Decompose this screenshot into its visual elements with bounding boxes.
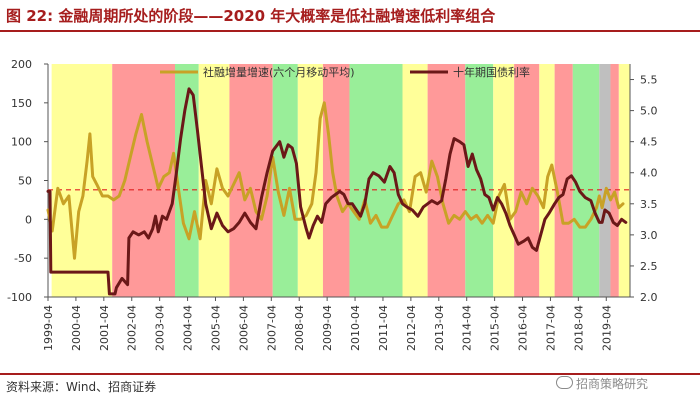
phase-band bbox=[349, 64, 403, 297]
chart-svg: -100 -50 0 50 100 150 200 2.0 2.5 3.0 3.5 4.0 4.5 5.… bbox=[7, 58, 658, 351]
source-note: 资料来源：Wind、招商证券 bbox=[6, 380, 157, 394]
legend: 社融增量增速(六个月移动平均) 十年期国债利率 bbox=[160, 65, 530, 79]
x-tick-label: 2009-04 bbox=[321, 305, 334, 351]
x-tick-label: 2008-04 bbox=[293, 305, 306, 351]
x-tick-label: 2004-04 bbox=[182, 305, 195, 351]
phase-band bbox=[51, 64, 113, 297]
x-tick-label: 2006-04 bbox=[237, 305, 250, 351]
x-tick-label: 2014-04 bbox=[461, 305, 474, 351]
right-tick-label: 4.0 bbox=[640, 167, 658, 180]
x-tick-label: 2018-04 bbox=[572, 305, 585, 351]
left-tick-label: 0 bbox=[25, 213, 32, 226]
x-axis: 1999-04 2000-04 2001-04 2002-04 2003-04 2004-… bbox=[42, 297, 613, 351]
x-tick-label: 2002-04 bbox=[126, 305, 139, 351]
phase-band bbox=[514, 64, 540, 297]
x-tick-label: 2010-04 bbox=[349, 305, 362, 351]
right-tick-label: 3.5 bbox=[640, 198, 658, 211]
phase-band bbox=[322, 64, 350, 297]
legend-label: 社融增量增速(六个月移动平均) bbox=[203, 65, 355, 79]
social-financing-line bbox=[46, 101, 625, 260]
left-tick-label: 50 bbox=[18, 175, 32, 188]
left-tick-label: 100 bbox=[11, 136, 32, 149]
bond-yield-line bbox=[46, 87, 628, 296]
left-tick-label: 200 bbox=[11, 58, 32, 71]
phase-band bbox=[610, 64, 619, 297]
x-tick-label: 2001-04 bbox=[98, 305, 111, 351]
wechat-icon bbox=[556, 376, 573, 389]
x-tick-label: 2003-04 bbox=[154, 305, 167, 351]
right-tick-label: 3.0 bbox=[640, 229, 658, 242]
left-tick-label: -100 bbox=[7, 291, 32, 304]
left-tick-label: -50 bbox=[14, 252, 32, 265]
right-tick-label: 2.0 bbox=[640, 291, 658, 304]
figure-title: 图 22: 金融周期所处的阶段——2020 年大概率是低社融增速低利率组合 bbox=[6, 7, 496, 25]
footer-rule bbox=[0, 373, 700, 375]
x-tick-label: 2007-04 bbox=[265, 305, 278, 351]
phase-band bbox=[465, 64, 494, 297]
phase-band bbox=[554, 64, 573, 297]
watermark: 招商策略研究 bbox=[556, 375, 648, 392]
x-tick-label: 2005-04 bbox=[209, 305, 222, 351]
left-y-axis: -100 -50 0 50 100 150 200 bbox=[7, 58, 48, 304]
right-tick-label: 2.5 bbox=[640, 260, 658, 273]
left-tick-label: 150 bbox=[11, 97, 32, 110]
x-tick-label: 2013-04 bbox=[433, 305, 446, 351]
phase-band bbox=[599, 64, 611, 297]
watermark-text: 招商策略研究 bbox=[576, 377, 649, 391]
phase-band bbox=[175, 64, 199, 297]
phase-band bbox=[493, 64, 515, 297]
x-tick-label: 2017-04 bbox=[544, 305, 557, 351]
phase-band bbox=[112, 64, 176, 297]
title-rule bbox=[0, 30, 700, 32]
x-tick-label: 2015-04 bbox=[489, 305, 502, 351]
phase-bands bbox=[51, 64, 630, 297]
x-tick-label: 2016-04 bbox=[517, 305, 530, 351]
phase-band bbox=[618, 64, 630, 297]
right-tick-label: 5.0 bbox=[640, 105, 658, 118]
phase-band bbox=[297, 64, 323, 297]
right-y-axis: 2.0 2.5 3.0 3.5 4.0 4.5 5.0 5.5 bbox=[630, 74, 658, 304]
right-tick-label: 4.5 bbox=[640, 136, 658, 149]
phase-band bbox=[572, 64, 600, 297]
series-lines bbox=[46, 87, 628, 296]
legend-label: 十年期国债利率 bbox=[453, 65, 530, 79]
x-tick-label: 2011-04 bbox=[377, 305, 390, 351]
x-tick-label: 2000-04 bbox=[70, 305, 83, 351]
x-tick-label: 2012-04 bbox=[405, 305, 418, 351]
right-tick-label: 5.5 bbox=[640, 74, 658, 87]
x-tick-label: 2019-04 bbox=[600, 305, 613, 351]
x-tick-label: 1999-04 bbox=[42, 305, 55, 351]
